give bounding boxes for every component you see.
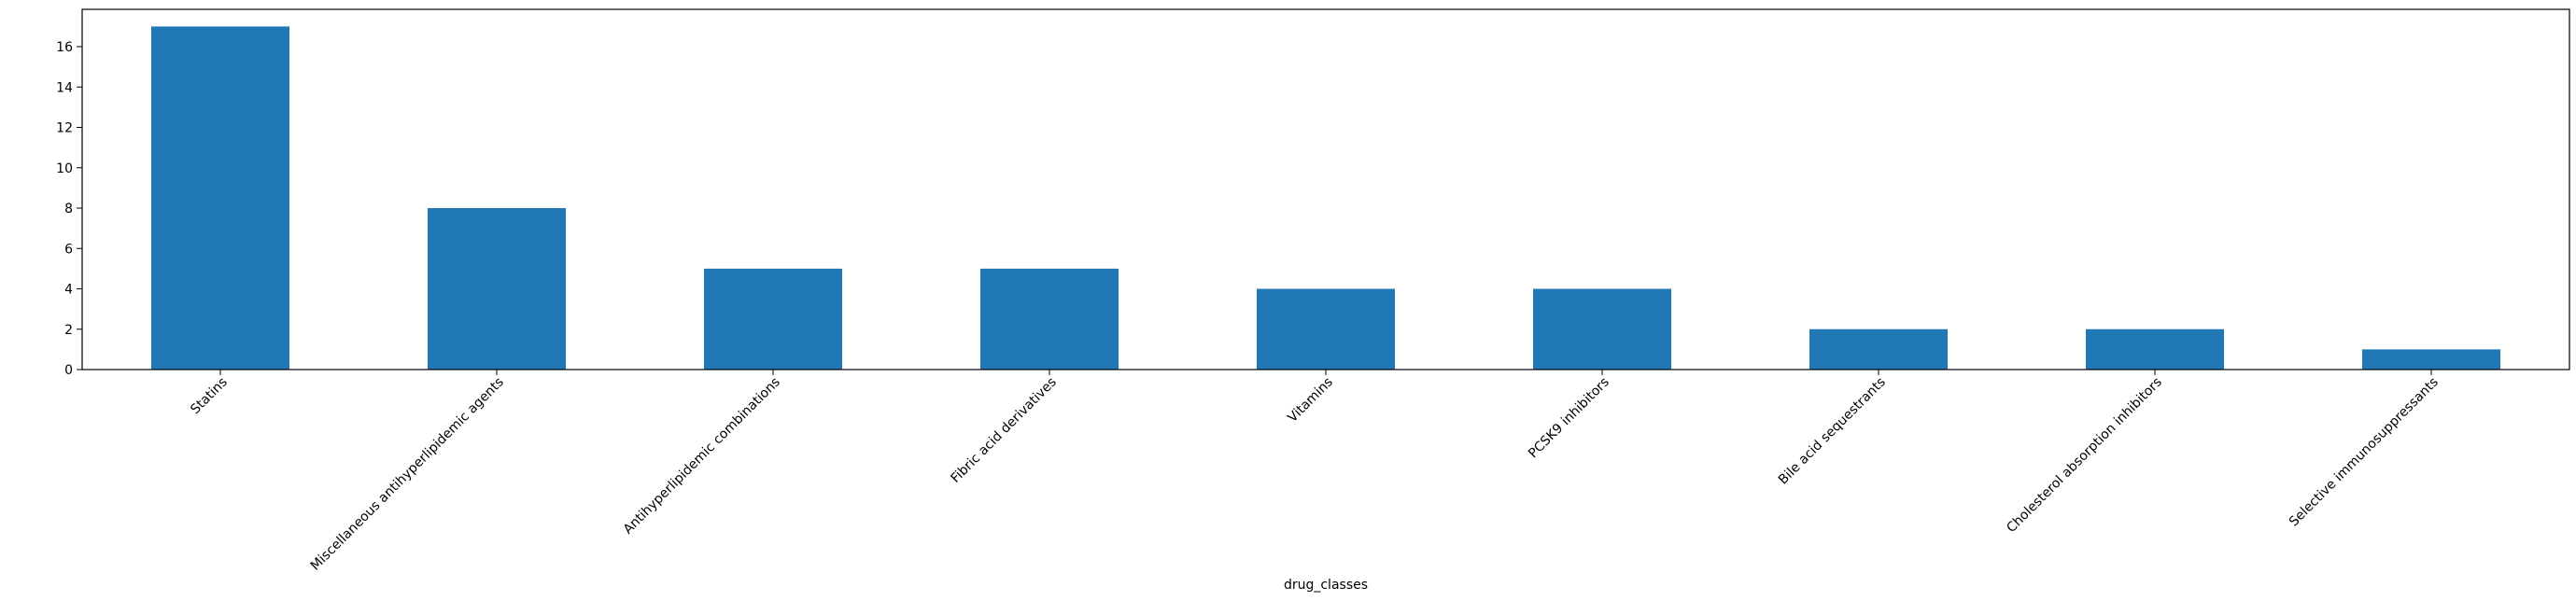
bar-9 bbox=[2362, 349, 2500, 370]
y-tick-label: 14 bbox=[56, 80, 73, 95]
bar-6 bbox=[1533, 288, 1671, 370]
y-tick-label: 10 bbox=[56, 161, 73, 176]
y-tick-label: 0 bbox=[64, 363, 73, 378]
y-axis: 0 2 4 6 8 10 12 14 16 bbox=[56, 40, 82, 378]
bar-7 bbox=[1809, 328, 1948, 370]
y-tick-label: 12 bbox=[56, 121, 73, 136]
bar-1 bbox=[151, 26, 289, 370]
plot-frame bbox=[81, 8, 2570, 370]
y-tick-label: 6 bbox=[64, 242, 73, 257]
bar-2 bbox=[428, 208, 566, 370]
y-tick-label: 16 bbox=[56, 40, 73, 55]
bar-8 bbox=[2086, 328, 2224, 370]
y-tick-label: 4 bbox=[64, 283, 73, 298]
bar-3 bbox=[704, 268, 842, 370]
bar-5 bbox=[1257, 288, 1395, 370]
x-axis-label: drug_classes bbox=[1284, 578, 1368, 593]
y-tick-label: 2 bbox=[64, 323, 73, 338]
y-tick-label: 8 bbox=[64, 202, 73, 217]
bars-group bbox=[151, 26, 2500, 370]
bar-4 bbox=[980, 268, 1119, 370]
